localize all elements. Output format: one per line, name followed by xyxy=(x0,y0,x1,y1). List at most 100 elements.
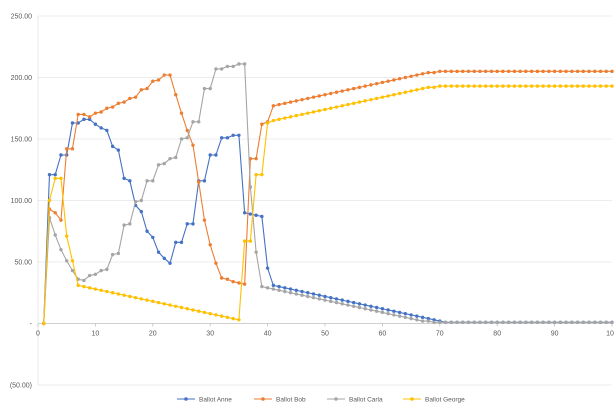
data-point xyxy=(374,96,379,101)
data-point xyxy=(461,69,465,74)
data-point xyxy=(397,314,402,318)
data-point xyxy=(99,126,103,130)
x-tick-label: 20 xyxy=(149,331,157,338)
data-point xyxy=(461,84,465,88)
data-point xyxy=(552,69,557,74)
data-point xyxy=(47,198,52,203)
data-point xyxy=(552,84,557,88)
data-point xyxy=(283,116,287,120)
data-point xyxy=(329,91,333,96)
data-point xyxy=(363,307,367,311)
data-point xyxy=(541,69,545,74)
x-tick-label: 80 xyxy=(493,331,501,338)
data-point xyxy=(426,70,431,75)
data-point xyxy=(466,320,471,324)
legend-item: Ballot Bob xyxy=(254,396,306,403)
data-point xyxy=(489,84,494,88)
data-point xyxy=(466,69,471,74)
data-point xyxy=(323,294,327,299)
data-point xyxy=(357,85,362,90)
data-point xyxy=(415,318,419,322)
data-point xyxy=(70,147,75,151)
data-point xyxy=(300,97,304,102)
x-tick-label: 50 xyxy=(321,331,329,338)
data-point xyxy=(357,302,362,306)
data-point xyxy=(93,122,98,126)
data-point xyxy=(610,84,614,88)
data-point xyxy=(179,240,184,245)
data-point xyxy=(484,84,488,88)
data-point xyxy=(65,147,69,151)
data-point xyxy=(128,294,132,299)
data-point xyxy=(306,111,310,115)
data-point xyxy=(248,185,253,189)
data-point xyxy=(564,320,568,324)
data-point xyxy=(449,84,453,88)
data-point xyxy=(564,69,568,74)
data-point xyxy=(346,88,350,92)
data-point xyxy=(587,320,591,324)
data-point xyxy=(254,156,258,161)
data-point xyxy=(70,268,75,273)
data-point xyxy=(139,198,144,203)
data-point xyxy=(162,302,166,306)
data-point xyxy=(139,209,144,214)
data-point xyxy=(70,259,75,263)
data-point xyxy=(506,84,511,88)
data-point xyxy=(156,78,161,82)
data-point xyxy=(306,294,310,299)
data-point xyxy=(283,286,287,290)
data-point xyxy=(346,303,350,307)
data-point xyxy=(529,69,534,74)
data-point xyxy=(110,105,115,109)
data-point xyxy=(420,315,425,320)
data-point xyxy=(369,308,373,312)
data-point xyxy=(426,319,431,323)
y-tick-label: - xyxy=(30,321,33,328)
data-point xyxy=(145,179,149,183)
data-point xyxy=(294,288,298,292)
data-point xyxy=(449,69,453,74)
series-lines xyxy=(42,62,614,326)
gridlines xyxy=(38,15,612,386)
data-point xyxy=(455,69,459,74)
data-point xyxy=(604,84,608,88)
data-point xyxy=(231,316,235,321)
data-point xyxy=(369,83,373,87)
y-tick-label: 50.00 xyxy=(14,260,32,267)
data-point xyxy=(374,309,379,313)
data-point xyxy=(271,283,276,288)
data-point xyxy=(317,297,321,301)
legend-swatch-marker xyxy=(184,397,188,401)
x-tick-label: 100 xyxy=(606,331,614,338)
data-point xyxy=(466,84,471,88)
data-point xyxy=(254,172,258,177)
x-tick-label: 90 xyxy=(551,331,559,338)
data-point xyxy=(82,284,86,289)
data-point xyxy=(128,222,132,226)
data-point xyxy=(363,99,367,103)
data-point xyxy=(346,299,350,304)
legend-label: Ballot George xyxy=(425,396,465,403)
data-point xyxy=(42,321,46,326)
data-point xyxy=(110,144,115,149)
legend-swatch-marker xyxy=(410,397,414,401)
data-point xyxy=(570,320,574,324)
data-point xyxy=(139,297,144,301)
data-point xyxy=(438,320,442,324)
data-point xyxy=(151,235,155,240)
data-point xyxy=(174,240,178,245)
data-point xyxy=(386,94,390,98)
data-point xyxy=(311,95,316,99)
data-point xyxy=(409,313,413,317)
data-point xyxy=(151,79,155,83)
data-point xyxy=(415,314,419,318)
data-point xyxy=(449,320,453,324)
data-point xyxy=(587,69,591,74)
data-point xyxy=(59,153,63,157)
data-point xyxy=(179,111,184,115)
data-point xyxy=(529,320,534,324)
data-point xyxy=(610,69,614,74)
data-point xyxy=(265,266,270,270)
data-point xyxy=(254,250,258,254)
